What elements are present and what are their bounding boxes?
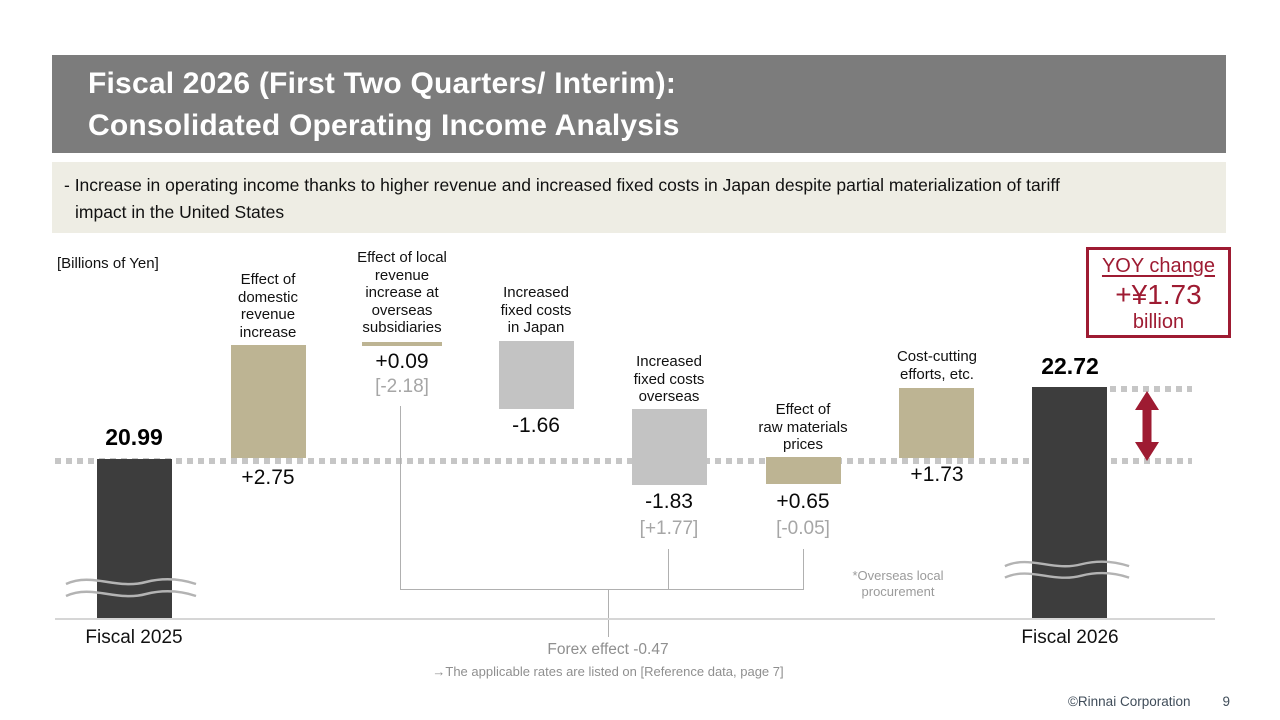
page-number: 9 xyxy=(1222,694,1230,709)
value-fiscal-2025: 20.99 xyxy=(105,424,163,450)
bracket-value-raw-materials: [-0.05] xyxy=(776,518,830,539)
summary-text: - Increase in operating income thanks to… xyxy=(64,175,1060,222)
fy2026-level-dotted-line xyxy=(1110,386,1192,392)
bar-fiscal-2026 xyxy=(1032,387,1107,619)
yoy-change-value: +¥1.73 xyxy=(1115,279,1202,310)
col-label-fixed-costs-japan: Increased fixed costs in Japan xyxy=(500,284,572,336)
baseline-dotted-line xyxy=(55,458,1192,464)
bracket-value-fixed-costs-overseas: [+1.77] xyxy=(639,518,699,539)
bar-domestic-revenue xyxy=(231,345,306,458)
axis-label-fiscal-2026: Fiscal 2026 xyxy=(1021,627,1119,648)
bar-raw-materials xyxy=(766,457,841,484)
col-label-cost-cutting: Cost-cutting efforts, etc. xyxy=(896,348,978,383)
value-fiscal-2026: 22.72 xyxy=(1041,353,1099,379)
copyright-text: ©Rinnai Corporation xyxy=(1067,694,1191,709)
bar-overseas-revenue xyxy=(362,342,442,346)
value-cost-cutting: +1.73 xyxy=(910,463,964,486)
col-label-overseas-revenue: Effect of local revenue increase at over… xyxy=(357,249,447,336)
forex-effect-note: Forex effect -0.47 xyxy=(547,641,669,658)
yoy-change-unit: billion xyxy=(1132,311,1185,333)
yoy-change-box: YOY change +¥1.73 billion xyxy=(1086,247,1231,338)
col-label-fixed-costs-overseas: Increased fixed costs overseas xyxy=(633,353,705,405)
forex-reference-note: →The applicable rates are listed on [Ref… xyxy=(432,664,784,679)
col-label-raw-materials: Effect of raw materials prices xyxy=(758,401,848,453)
bar-cost-cutting xyxy=(899,388,974,458)
col-label-domestic-revenue: Effect of domestic revenue increase xyxy=(237,271,299,341)
bracket-line-bottom xyxy=(400,589,804,590)
slide-title-bar: Fiscal 2026 (First Two Quarters/ Interim… xyxy=(52,55,1226,153)
bar-fixed-costs-overseas xyxy=(632,409,707,485)
axis-break-fiscal-2026-icon xyxy=(1004,560,1130,579)
value-overseas-revenue: +0.09 xyxy=(375,350,429,373)
yoy-change-title: YOY change xyxy=(1101,255,1216,277)
bracket-value-overseas-revenue: [-2.18] xyxy=(375,376,429,397)
slide-title-line1: Fiscal 2026 (First Two Quarters/ Interim… xyxy=(88,67,677,100)
bracket-line-left xyxy=(400,406,401,590)
axis-label-fiscal-2025: Fiscal 2025 xyxy=(85,627,183,648)
summary-box: - Increase in operating income thanks to… xyxy=(52,162,1226,233)
value-raw-materials: +0.65 xyxy=(776,490,830,513)
value-domestic-revenue: +2.75 xyxy=(241,466,295,489)
bracket-line-mid xyxy=(668,549,669,590)
slide-footer: ©Rinnai Corporation 9 xyxy=(1068,694,1230,709)
x-axis-line xyxy=(55,618,1215,620)
axis-break-fiscal-2025-icon xyxy=(65,578,197,598)
value-fixed-costs-japan: -1.66 xyxy=(512,414,560,437)
overseas-procurement-footnote: *Overseas local procurement xyxy=(852,568,944,599)
slide-title-line2: Consolidated Operating Income Analysis xyxy=(88,109,680,142)
yoy-double-arrow-icon xyxy=(1135,391,1159,461)
bracket-line-right xyxy=(803,549,804,590)
bracket-line-drop xyxy=(608,589,609,637)
chart-unit-label: [Billions of Yen] xyxy=(57,255,159,272)
value-fixed-costs-overseas: -1.83 xyxy=(645,490,693,513)
bar-fixed-costs-japan xyxy=(499,341,574,409)
